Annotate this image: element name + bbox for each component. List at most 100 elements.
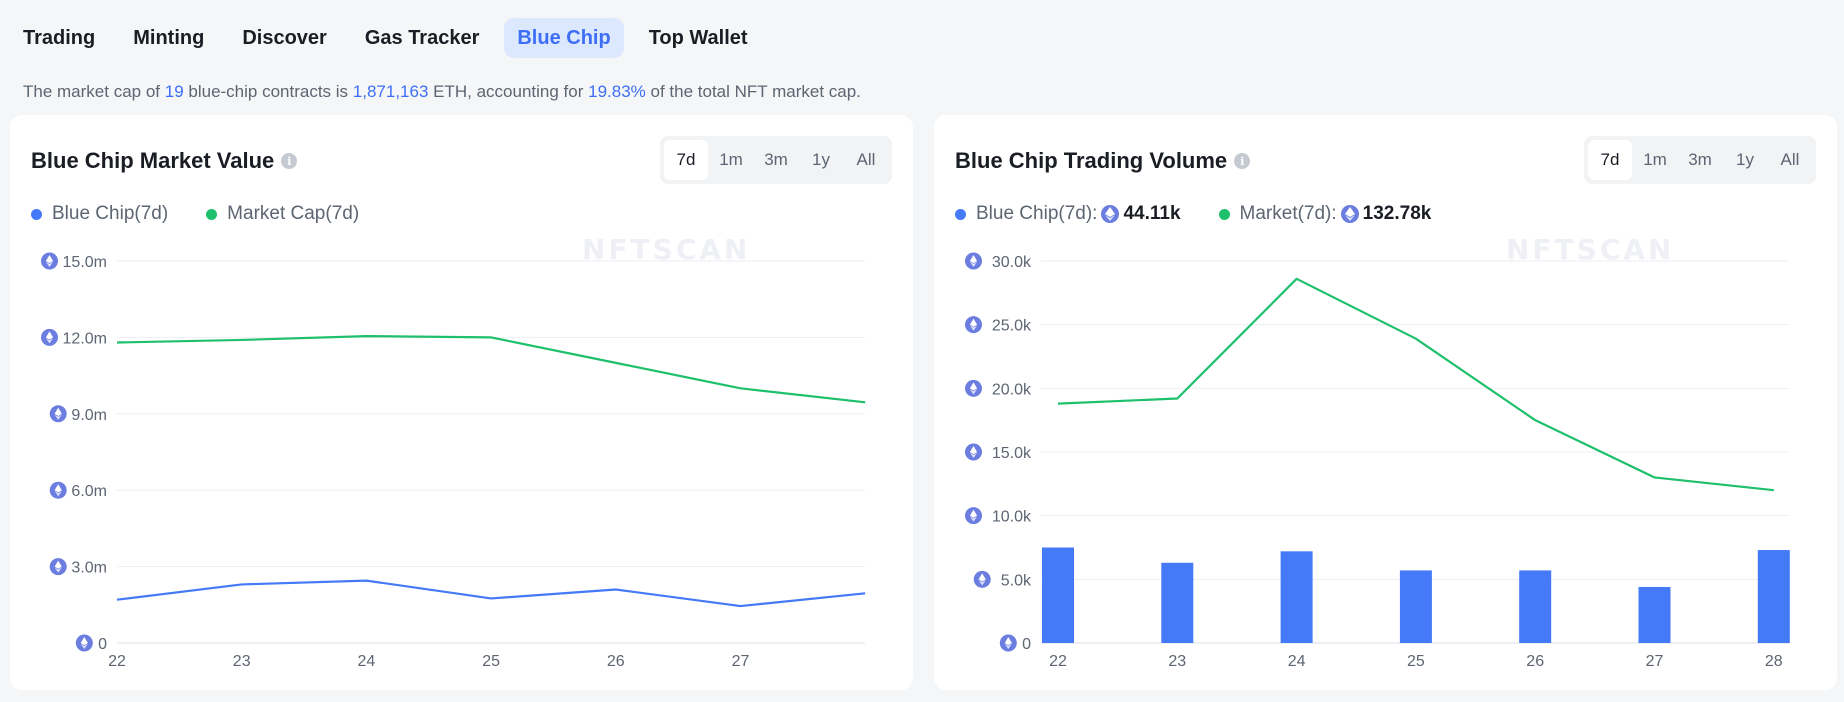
bar bbox=[1519, 570, 1552, 643]
eth-icon bbox=[965, 316, 982, 334]
y-tick-label: 30.0k bbox=[992, 254, 1032, 271]
y-tick-label: 20.0k bbox=[992, 381, 1032, 398]
eth-icon-top bbox=[54, 484, 62, 493]
x-tick-label: 23 bbox=[1168, 653, 1186, 670]
eth-icon-top bbox=[969, 509, 978, 518]
range-1m-button[interactable]: 1m bbox=[1643, 150, 1667, 169]
x-tick-label: 28 bbox=[1765, 653, 1783, 670]
market-value-chart: 0 3.0m 6.0m 9.0m 12.0m 15.0m 22 23 24 25 26 27 bbox=[41, 252, 866, 670]
y-tick-label: 0 bbox=[98, 636, 107, 653]
summary-market-cap: 1,871,163 bbox=[352, 82, 429, 101]
eth-icon-bottom bbox=[969, 389, 978, 395]
range-3m-button[interactable]: 3m bbox=[764, 150, 788, 169]
eth-icon-bottom bbox=[54, 414, 62, 420]
eth-icon-top bbox=[1004, 637, 1012, 646]
range-1y-button[interactable]: 1y bbox=[812, 150, 830, 169]
trading-volume-card: Blue Chip Trading Volume i 7d 1m 3m 1y A… bbox=[934, 115, 1837, 690]
eth-icon-top bbox=[45, 255, 54, 264]
top-nav: Trading Minting Discover Gas Tracker Blu… bbox=[10, 18, 761, 60]
trading-volume-title: Blue Chip Trading Volume i bbox=[955, 148, 1251, 174]
legend-value-market: 132.78k bbox=[1340, 203, 1432, 225]
y-tick-label: 9.0m bbox=[71, 407, 107, 424]
range-all-button[interactable]: All bbox=[856, 150, 876, 169]
y-tick-label: 3.0m bbox=[71, 560, 107, 577]
x-tick-label: 24 bbox=[1288, 653, 1306, 670]
x-tick-label: 27 bbox=[732, 653, 750, 670]
bar bbox=[1638, 586, 1671, 643]
eth-icon-bottom bbox=[969, 261, 978, 267]
eth-icon-top bbox=[54, 407, 62, 416]
tab-trading[interactable]: Trading bbox=[23, 26, 96, 49]
eth-icon-bottom bbox=[978, 580, 986, 586]
legend-dot-blue-chip bbox=[955, 208, 966, 220]
range-7d-button[interactable]: 7d bbox=[664, 140, 708, 180]
summary-mid1: blue-chip contracts is bbox=[183, 82, 353, 101]
market-value-title-text: Blue Chip Market Value bbox=[31, 148, 275, 173]
bar bbox=[1399, 570, 1432, 643]
bar bbox=[1161, 562, 1194, 643]
bar bbox=[1280, 551, 1313, 643]
market-value-card: Blue Chip Market Value i 7d 1m 3m 1y All… bbox=[10, 115, 913, 690]
tab-top-wallet[interactable]: Top Wallet bbox=[648, 26, 748, 49]
eth-icon-bottom bbox=[54, 567, 62, 573]
trading-volume-chart: 0 5.0k 10.0k 15.0k 20.0k 25.0k 30.0k 22 23 24 25 26… bbox=[965, 252, 1790, 670]
legend-value-text: 44.11k bbox=[1123, 203, 1181, 224]
tab-minting[interactable]: Minting bbox=[133, 26, 205, 49]
legend-market[interactable]: Market(7d): 132.78k bbox=[1218, 203, 1432, 225]
trading-volume-range-selector: 7d 1m 3m 1y All bbox=[1584, 136, 1816, 184]
y-tick-label: 5.0k bbox=[1001, 572, 1032, 589]
x-tick-label: 22 bbox=[108, 653, 126, 670]
tab-blue-chip[interactable]: Blue Chip bbox=[504, 18, 624, 58]
y-tick-label: 15.0m bbox=[63, 254, 107, 271]
series-line bbox=[1057, 277, 1774, 492]
legend-blue-chip[interactable]: Blue Chip(7d): 44.11k bbox=[955, 203, 1181, 225]
eth-icon bbox=[965, 379, 982, 397]
eth-icon-bottom bbox=[969, 516, 978, 522]
range-1m-button[interactable]: 1m bbox=[719, 150, 743, 169]
range-all-button[interactable]: All bbox=[1780, 150, 1800, 169]
info-icon[interactable]: i bbox=[281, 153, 298, 169]
eth-icon bbox=[75, 634, 93, 652]
series-line bbox=[116, 579, 866, 608]
market-cap-summary: The market cap of 19 blue-chip contracts… bbox=[23, 82, 861, 102]
eth-icon bbox=[49, 481, 67, 499]
eth-icon-bottom bbox=[969, 325, 978, 331]
tab-discover[interactable]: Discover bbox=[242, 26, 327, 49]
y-tick-label: 10.0k bbox=[992, 509, 1032, 526]
eth-icon-bottom bbox=[80, 643, 88, 649]
range-1y-button[interactable]: 1y bbox=[1736, 150, 1754, 169]
range-7d-button[interactable]: 7d bbox=[1588, 140, 1632, 180]
summary-suffix: of the total NFT market cap. bbox=[645, 82, 861, 101]
eth-icon bbox=[965, 507, 982, 525]
tab-gas-tracker[interactable]: Gas Tracker bbox=[364, 26, 480, 49]
y-tick-label: 12.0m bbox=[63, 330, 107, 347]
eth-icon-top bbox=[45, 331, 54, 340]
y-tick-label: 25.0k bbox=[992, 318, 1032, 335]
x-tick-label: 26 bbox=[1526, 653, 1544, 670]
eth-icon-bottom bbox=[45, 338, 54, 344]
eth-icon-top bbox=[80, 637, 88, 646]
eth-icon-bottom bbox=[54, 491, 62, 497]
series-line bbox=[116, 335, 866, 404]
info-icon[interactable]: i bbox=[1234, 153, 1251, 169]
legend-value-text: 132.78k bbox=[1362, 203, 1432, 224]
summary-contracts-count: 19 bbox=[164, 82, 184, 101]
eth-icon-top bbox=[969, 446, 978, 455]
range-3m-button[interactable]: 3m bbox=[1688, 150, 1712, 169]
market-value-title: Blue Chip Market Value i bbox=[31, 148, 298, 174]
legend-label: Market(7d): bbox=[1239, 203, 1337, 224]
summary-prefix: The market cap of bbox=[23, 82, 165, 101]
summary-mid2: ETH, accounting for bbox=[428, 82, 589, 101]
market-value-legend: Blue Chip(7d) Market Cap(7d) bbox=[31, 203, 397, 225]
legend-blue-chip[interactable]: Blue Chip(7d) bbox=[31, 203, 168, 225]
x-tick-label: 24 bbox=[358, 653, 376, 670]
eth-icon bbox=[973, 570, 991, 588]
x-tick-label: 25 bbox=[482, 653, 500, 670]
eth-icon bbox=[41, 328, 58, 346]
market-value-range-selector: 7d 1m 3m 1y All bbox=[660, 136, 892, 184]
legend-market-cap[interactable]: Market Cap(7d) bbox=[206, 203, 359, 225]
eth-icon-bottom bbox=[45, 261, 54, 267]
x-tick-label: 22 bbox=[1049, 653, 1067, 670]
eth-icon-top bbox=[969, 382, 978, 391]
bar bbox=[1757, 550, 1790, 643]
